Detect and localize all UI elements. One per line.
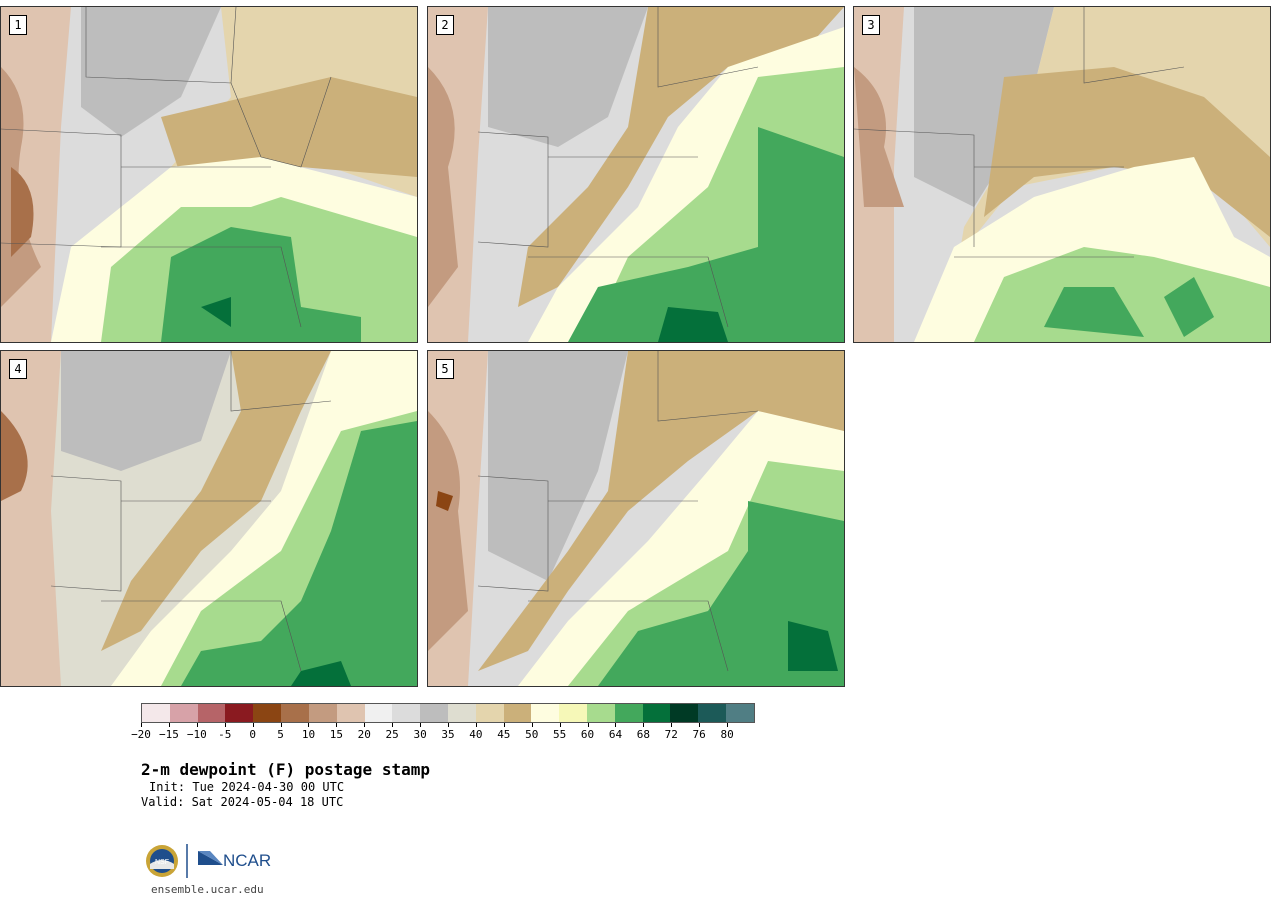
panel-number-4: 4 [9, 359, 27, 379]
colorbar-tick-label: 55 [553, 728, 567, 741]
nsf-logo-icon: NSF [146, 845, 178, 877]
dewpoint-map-5 [428, 351, 844, 686]
colorbar-swatch [475, 704, 504, 722]
colorbar-tick-label: 50 [525, 728, 539, 741]
colorbar-tick-label: -5 [218, 728, 232, 741]
colorbar-swatch [698, 704, 727, 722]
chart-title: 2-m dewpoint (F) postage stamp [141, 760, 430, 779]
colorbar-swatch [531, 704, 560, 722]
colorbar-swatch [420, 704, 448, 722]
colorbar-tick-label: 35 [441, 728, 455, 741]
dewpoint-map-4 [1, 351, 417, 686]
map-panel-4: 4 [0, 350, 418, 687]
colorbar-tick-label: 25 [385, 728, 399, 741]
colorbar-tick [587, 723, 589, 727]
colorbar-swatch [225, 704, 254, 722]
colorbar-tick-label: 76 [692, 728, 706, 741]
colorbar-swatch [670, 704, 699, 722]
colorbar-swatch [559, 704, 587, 722]
colorbar-swatch [503, 704, 532, 722]
colorbar-tick [531, 723, 533, 727]
colorbar-swatch [642, 704, 671, 722]
colorbar-tick [448, 723, 449, 727]
colorbar-tick [280, 723, 282, 727]
colorbar-swatch [614, 704, 643, 722]
init-time: Init: Tue 2024-04-30 00 UTC [149, 780, 345, 794]
colorbar-tick-label: 40 [469, 728, 483, 741]
colorbar-tick [141, 723, 142, 727]
dewpoint-map-2 [428, 7, 844, 342]
panel-number-1: 1 [9, 15, 27, 35]
colorbar-tick-label: 45 [497, 728, 511, 741]
colorbar-tick-label: 15 [329, 728, 343, 741]
colorbar-ticks: −20 −15 −10 -5 0 5 10 15 20 25 30 35 40 45 50 55 60 64 68 7… [131, 723, 755, 743]
colorbar-tick [336, 723, 338, 727]
colorbar-tick-label: 64 [608, 728, 623, 741]
map-panel-3: 3 [853, 6, 1271, 343]
colorbar-tick [392, 723, 394, 727]
colorbar-tick-label: 72 [664, 728, 678, 741]
colorbar-swatch [726, 704, 754, 722]
map-panel-1: 1 [0, 6, 418, 343]
colorbar-tick [699, 723, 701, 727]
colorbar-swatch [197, 704, 226, 722]
colorbar-tick [224, 723, 226, 727]
colorbar-swatch [447, 704, 476, 722]
panel-number-2: 2 [436, 15, 454, 35]
colorbar-tick [615, 723, 617, 727]
colorbar-swatch [364, 704, 393, 722]
colorbar-tick [196, 723, 198, 727]
colorbar-tick-label: 0 [249, 728, 256, 741]
ncar-logo-icon: NCAR [198, 851, 271, 870]
colorbar-tick [671, 723, 673, 727]
colorbar-tick [559, 723, 561, 727]
valid-time: Valid: Sat 2024-05-04 18 UTC [141, 795, 344, 809]
colorbar-tick [503, 723, 505, 727]
colorbar-tick [643, 723, 645, 727]
colorbar-swatch [336, 704, 365, 722]
colorbar-tick-label: −10 [186, 728, 207, 741]
colorbar-tick-label: 60 [580, 728, 595, 741]
colorbar-tick-label: −20 [131, 728, 151, 741]
colorbar-tick-label: 68 [636, 728, 650, 741]
dewpoint-map-3 [854, 7, 1270, 342]
panel-number-3: 3 [862, 15, 880, 35]
colorbar-tick [168, 723, 170, 727]
colorbar-tick-label: 10 [301, 728, 316, 741]
colorbar-swatch [281, 704, 309, 722]
colorbar-tick-label: −15 [158, 728, 179, 741]
colorbar-swatch [142, 704, 170, 722]
dewpoint-colorbar [141, 703, 755, 723]
colorbar-tick-label: 30 [413, 728, 427, 741]
colorbar-swatch [392, 704, 421, 722]
colorbar-tick [727, 723, 729, 727]
colorbar-swatch [253, 704, 282, 722]
map-panel-5: 5 [427, 350, 845, 687]
ncar-logo-text: NCAR [223, 851, 271, 870]
ensemble-url: ensemble.ucar.edu [151, 883, 264, 896]
dewpoint-map-1 [1, 7, 417, 342]
colorbar-tick-label: 5 [277, 728, 284, 741]
colorbar-tick [252, 723, 254, 727]
colorbar-swatch [587, 704, 615, 722]
colorbar-swatch [169, 704, 198, 722]
colorbar-tick [420, 723, 422, 727]
map-panel-2: 2 [427, 6, 845, 343]
colorbar-tick [308, 723, 310, 727]
nsf-logo-text: NSF [155, 859, 169, 866]
colorbar-tick-label: 80 [720, 728, 734, 741]
colorbar-tick-label: 20 [357, 728, 371, 741]
nsf-ncar-logos: NSF NCAR [146, 844, 271, 878]
colorbar-swatch [308, 704, 337, 722]
colorbar-tick [475, 723, 477, 727]
colorbar-tick [364, 723, 366, 727]
panel-number-5: 5 [436, 359, 454, 379]
